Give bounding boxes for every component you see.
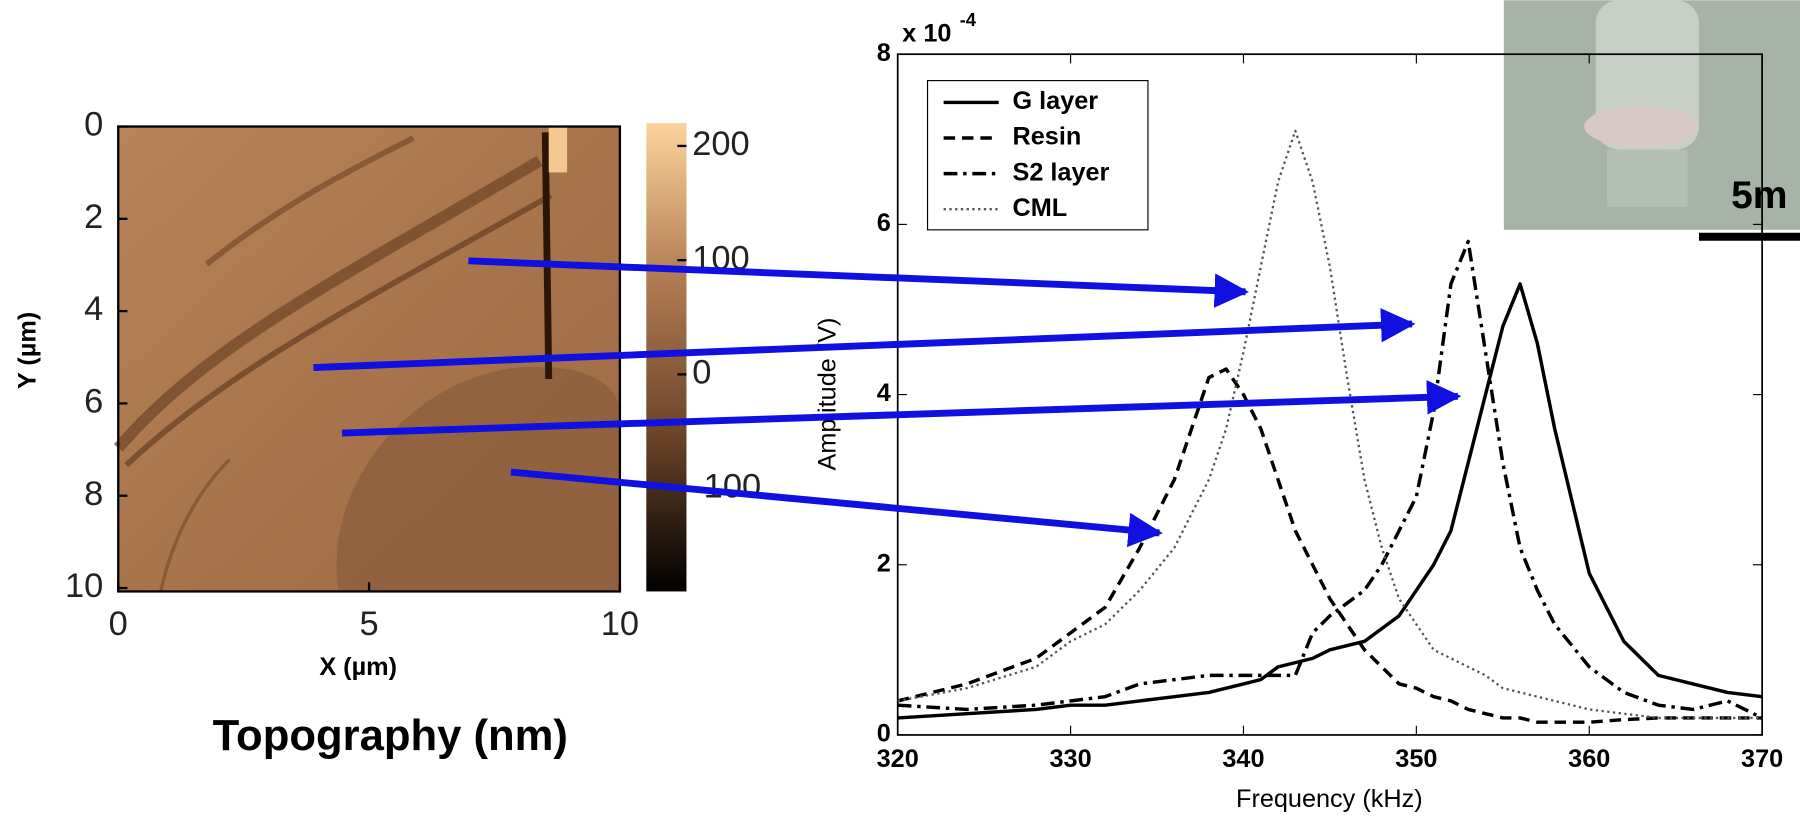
y-tick-label: 2: [84, 198, 103, 236]
x-tick-label: 320: [877, 745, 919, 773]
scale-bar-label: 5m: [1731, 174, 1787, 217]
legend-label: Resin: [1013, 123, 1082, 151]
x-axis-label: X (µm): [319, 653, 397, 681]
legend-box: [926, 80, 1149, 231]
series-line: [897, 129, 1763, 720]
x-tick-label: 5: [359, 605, 378, 643]
x-tick-label: 10: [601, 605, 639, 643]
x-tick-label: 360: [1568, 745, 1610, 773]
arrow: [341, 380, 1462, 437]
y-axis-label: Amplitude (V): [813, 318, 841, 471]
y-tick-label: 0: [877, 720, 891, 748]
legend: G layer Resin S2 layer CML: [926, 80, 1149, 231]
arrows: [313, 257, 1462, 548]
y-tick-label: 4: [84, 290, 103, 328]
y-multiplier: x 10: [902, 19, 951, 47]
y-tick-label: 2: [877, 549, 891, 577]
y-tick-label: 0: [84, 106, 103, 144]
arrow: [510, 468, 1163, 548]
x-tick-label: 340: [1222, 745, 1264, 773]
arrow: [313, 308, 1416, 372]
legend-label: G layer: [1013, 87, 1099, 115]
spectrum-axes: 320 330 340 350 360 370 0 2 4 6 8 x 10 -4 Frequency (…: [813, 9, 1783, 813]
legend-label: S2 layer: [1013, 158, 1110, 186]
y-tick-label: 6: [84, 383, 103, 421]
inset-photo: 5m: [1503, 0, 1800, 241]
x-tick-label: 350: [1395, 745, 1437, 773]
chart-title: Topography (nm): [213, 712, 568, 760]
y-tick-label: 4: [877, 379, 891, 407]
legend-label: CML: [1013, 194, 1068, 222]
colorbar-tick-label: 0: [692, 353, 711, 391]
y-axis-label: Y (µm): [13, 312, 41, 389]
x-tick-label: 0: [109, 605, 128, 643]
series-line: [897, 239, 1763, 720]
colorbar-tick-label: 200: [692, 125, 749, 163]
y-tick-label: 10: [65, 567, 103, 605]
y-tick-label: 8: [84, 475, 103, 513]
x-tick-label: 370: [1741, 745, 1783, 773]
series-line: [897, 282, 1763, 720]
y-tick-label: 8: [877, 39, 891, 67]
y-multiplier-exponent: -4: [960, 9, 977, 30]
x-tick-label: 330: [1050, 745, 1092, 773]
x-axis-label: Frequency (kHz): [1236, 785, 1423, 813]
arrow: [468, 257, 1249, 308]
y-tick-label: 6: [877, 209, 891, 237]
